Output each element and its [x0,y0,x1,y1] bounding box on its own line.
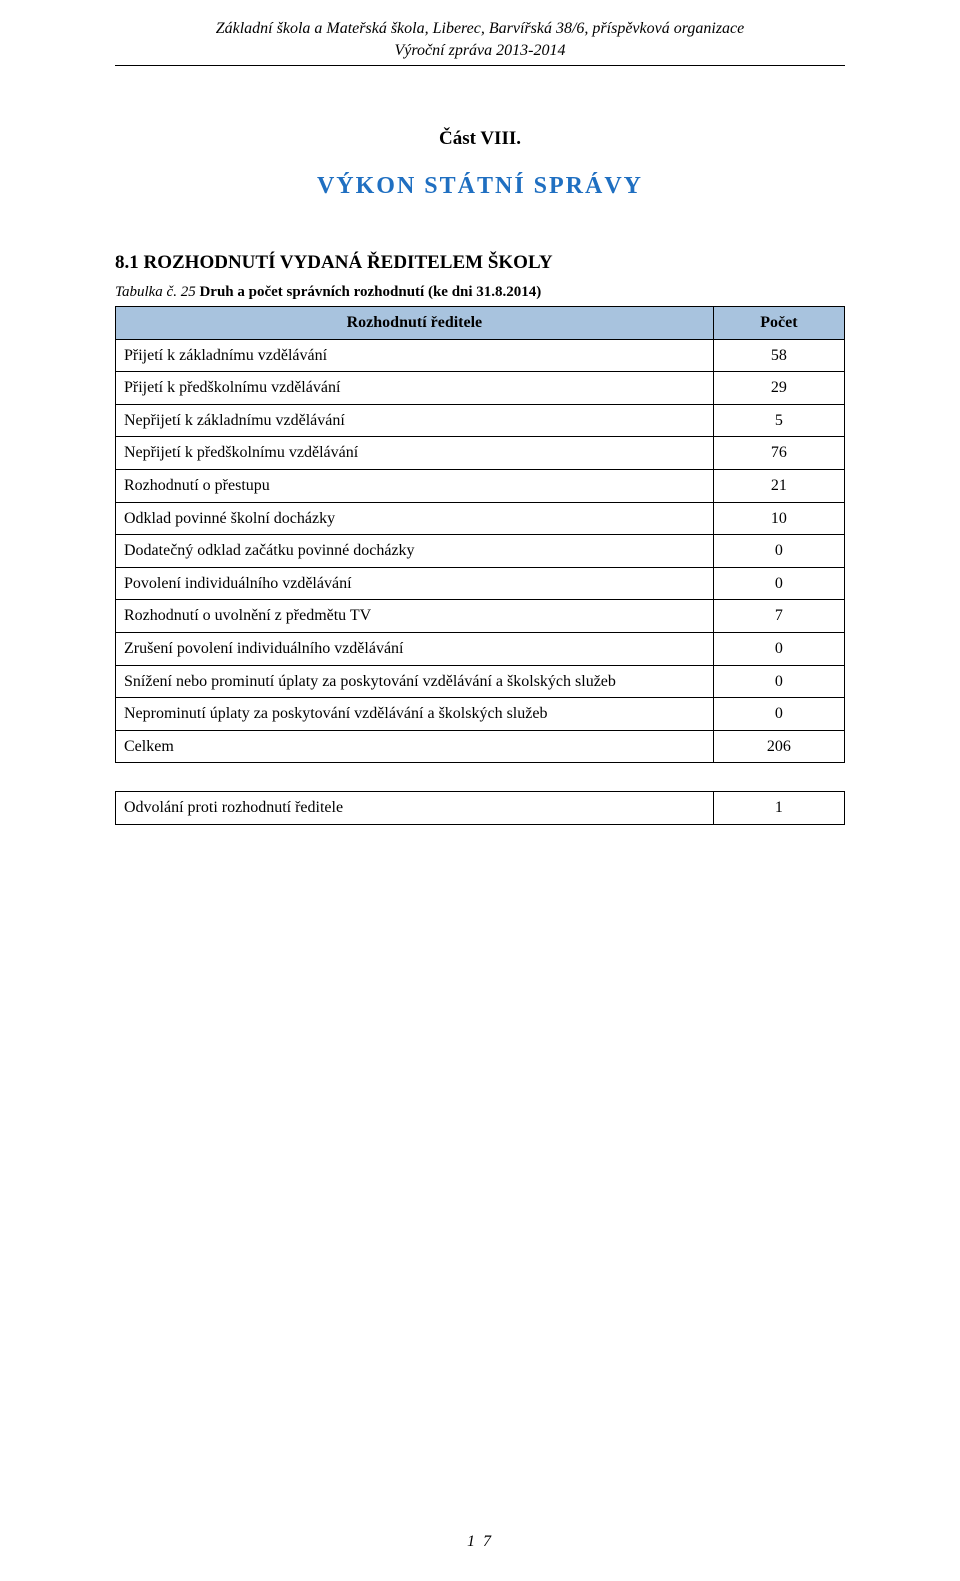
cell-count: 206 [713,730,844,763]
cell-label: Nepřijetí k základnímu vzdělávání [116,404,714,437]
table-row: Přijetí k předškolnímu vzdělávání29 [116,372,845,405]
cell-label: Přijetí k základnímu vzdělávání [116,339,714,372]
cell-count: 5 [713,404,844,437]
caption-main: Druh a počet správních rozhodnutí (ke dn… [199,284,541,300]
table-row: Nepřijetí k předškolnímu vzdělávání76 [116,437,845,470]
cell-count: 76 [713,437,844,470]
cell-count: 0 [713,665,844,698]
table-header-row: Rozhodnutí ředitele Počet [116,307,845,340]
cell-count: 58 [713,339,844,372]
cell-label: Zrušení povolení individuálního vzdělává… [116,633,714,666]
decisions-table: Rozhodnutí ředitele Počet Přijetí k zákl… [115,306,845,763]
cell-label: Neprominutí úplaty za poskytování vzdělá… [116,698,714,731]
table-row: Odklad povinné školní docházky10 [116,502,845,535]
part-label: Část VIII. [115,126,845,152]
header-label: Rozhodnutí ředitele [116,307,714,340]
table-row: Zrušení povolení individuálního vzdělává… [116,633,845,666]
cell-label: Celkem [116,730,714,763]
table-row: Neprominutí úplaty za poskytování vzdělá… [116,698,845,731]
table-row: Odvolání proti rozhodnutí ředitele 1 [116,792,845,825]
cell-count: 10 [713,502,844,535]
table-caption: Tabulka č. 25 Druh a počet správních roz… [115,282,845,302]
table-row: Přijetí k základnímu vzdělávání58 [116,339,845,372]
cell-label: Povolení individuálního vzdělávání [116,567,714,600]
cell-label: Přijetí k předškolnímu vzdělávání [116,372,714,405]
appeals-table: Odvolání proti rozhodnutí ředitele 1 [115,791,845,825]
cell-count: 7 [713,600,844,633]
cell-count: 0 [713,535,844,568]
table-row: Nepřijetí k základnímu vzdělávání5 [116,404,845,437]
cell-count: 29 [713,372,844,405]
table-row: Snížení nebo prominutí úplaty za poskyto… [116,665,845,698]
cell-label: Rozhodnutí o uvolnění z předmětu TV [116,600,714,633]
cell-label: Nepřijetí k předškolnímu vzdělávání [116,437,714,470]
header-count: Počet [713,307,844,340]
header-line-1: Základní škola a Mateřská škola, Liberec… [115,18,845,40]
table-row: Rozhodnutí o uvolnění z předmětu TV7 [116,600,845,633]
cell-label: Rozhodnutí o přestupu [116,470,714,503]
cell-label: Odklad povinné školní docházky [116,502,714,535]
caption-lead: Tabulka č. 25 [115,284,199,300]
cell-count: 0 [713,567,844,600]
page-number: 1 7 [0,1531,960,1553]
cell-count: 0 [713,698,844,731]
decisions-table-body: Přijetí k základnímu vzdělávání58 Přijet… [116,339,845,763]
header-line-2: Výroční zpráva 2013-2014 [115,40,845,62]
table-row: Rozhodnutí o přestupu21 [116,470,845,503]
cell-label: Snížení nebo prominutí úplaty za poskyto… [116,665,714,698]
cell-label: Odvolání proti rozhodnutí ředitele [116,792,714,825]
document-header: Základní škola a Mateřská škola, Liberec… [115,18,845,61]
page: Základní škola a Mateřská škola, Liberec… [0,0,960,1581]
cell-label: Dodatečný odklad začátku povinné docházk… [116,535,714,568]
cell-count: 1 [713,792,844,825]
header-rule [115,65,845,66]
table-row: Povolení individuálního vzdělávání0 [116,567,845,600]
cell-count: 21 [713,470,844,503]
table-row: Dodatečný odklad začátku povinné docházk… [116,535,845,568]
section-title: VÝKON STÁTNÍ SPRÁVY [115,170,845,202]
cell-count: 0 [713,633,844,666]
subsection-heading: 8.1 ROZHODNUTÍ VYDANÁ ŘEDITELEM ŠKOLY [115,250,845,276]
table-row: Celkem206 [116,730,845,763]
